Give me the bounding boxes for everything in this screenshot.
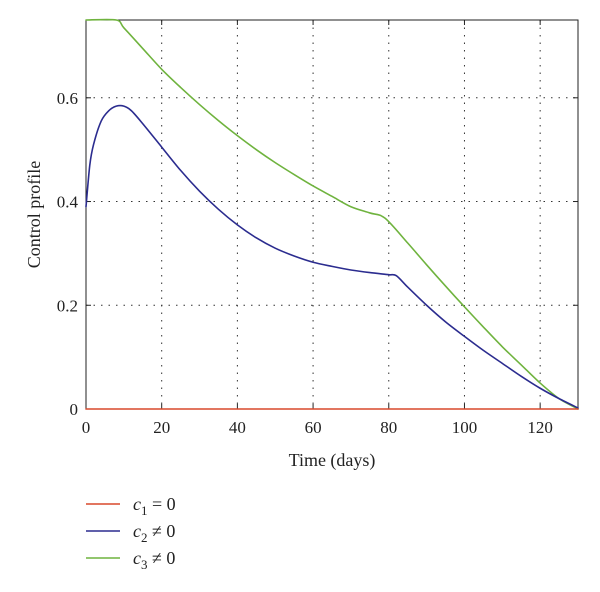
x-axis-label: Time (days) [289,450,376,471]
y-tick-label: 0.4 [57,193,79,212]
series-lines [85,18,579,410]
axis-ticks [85,20,578,410]
legend-label: c1 = 0 [133,494,176,518]
y-tick-label: 0.2 [57,296,78,315]
x-tick-label: 120 [527,418,553,437]
grid-lines [86,20,578,409]
legend-label: c2 ≠ 0 [133,521,175,545]
x-tick-label: 60 [305,418,322,437]
tick-labels: 0 20 40 60 80 100 120 0 0.2 0.4 0.6 [57,89,553,437]
x-tick-label: 0 [82,418,91,437]
legend-label: c3 ≠ 0 [133,548,175,572]
x-tick-label: 100 [452,418,478,437]
x-tick-label: 80 [380,418,397,437]
x-tick-label: 20 [153,418,170,437]
y-tick-label: 0 [70,400,79,419]
series-line-c3 [85,18,579,410]
x-tick-label: 40 [229,418,246,437]
legend: c1 = 0 c2 ≠ 0 c3 ≠ 0 [86,494,176,572]
y-axis-label: Control profile [24,161,44,268]
y-tick-label: 0.6 [57,89,78,108]
series-line-c2 [85,104,579,409]
plot-frame [85,19,579,410]
